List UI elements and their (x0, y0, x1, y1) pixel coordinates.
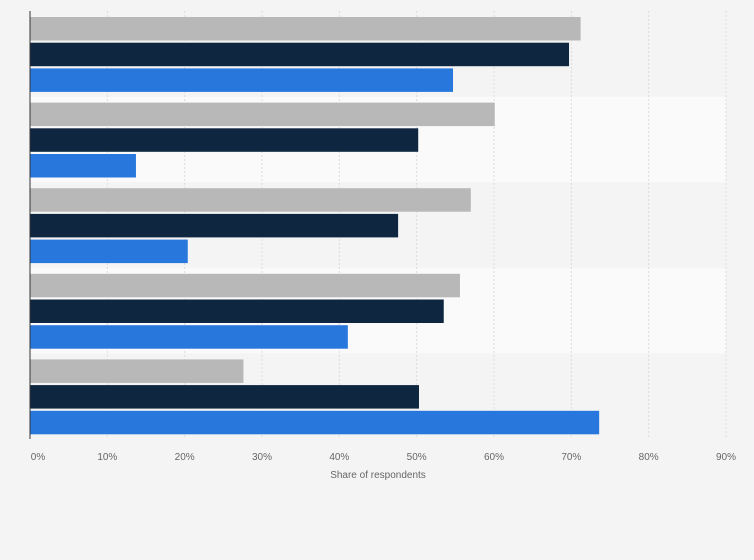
x-tick-label-4: 40% (329, 452, 349, 463)
bar-category-1-series-3 (30, 68, 454, 92)
bar-category-1-series-2 (30, 42, 570, 67)
x-axis-ticks: 0% 10% 20% 30% 40% 50% 60% 70% 80% 90% (31, 452, 736, 463)
x-tick-label-0: 0% (31, 452, 46, 463)
x-tick-label-5: 50% (407, 452, 427, 463)
x-axis-label: Share of respondents (330, 470, 426, 481)
bar-category-5-series-1 (30, 359, 244, 383)
bar-category-2-series-2 (30, 128, 419, 152)
bar-category-1-series-1 (30, 17, 581, 41)
x-tick-label-1: 10% (97, 452, 117, 463)
bar-category-4-series-2 (30, 299, 444, 323)
bar-category-3-series-2 (30, 213, 399, 238)
x-tick-label-2: 20% (175, 452, 195, 463)
bar-category-5-series-3 (30, 410, 600, 435)
bar-category-4-series-1 (30, 273, 460, 298)
bar-category-3-series-1 (30, 188, 471, 212)
bars (30, 17, 600, 435)
x-tick-label-9: 90% (716, 452, 736, 463)
x-tick-label-8: 80% (639, 452, 659, 463)
bar-category-2-series-1 (30, 102, 495, 127)
x-tick-label-3: 30% (252, 452, 272, 463)
bar-category-5-series-2 (30, 385, 419, 409)
bar-category-4-series-3 (30, 325, 348, 349)
bar-category-3-series-3 (30, 239, 188, 264)
bar-category-2-series-3 (30, 154, 136, 178)
x-tick-label-6: 60% (484, 452, 504, 463)
x-tick-label-7: 70% (561, 452, 581, 463)
